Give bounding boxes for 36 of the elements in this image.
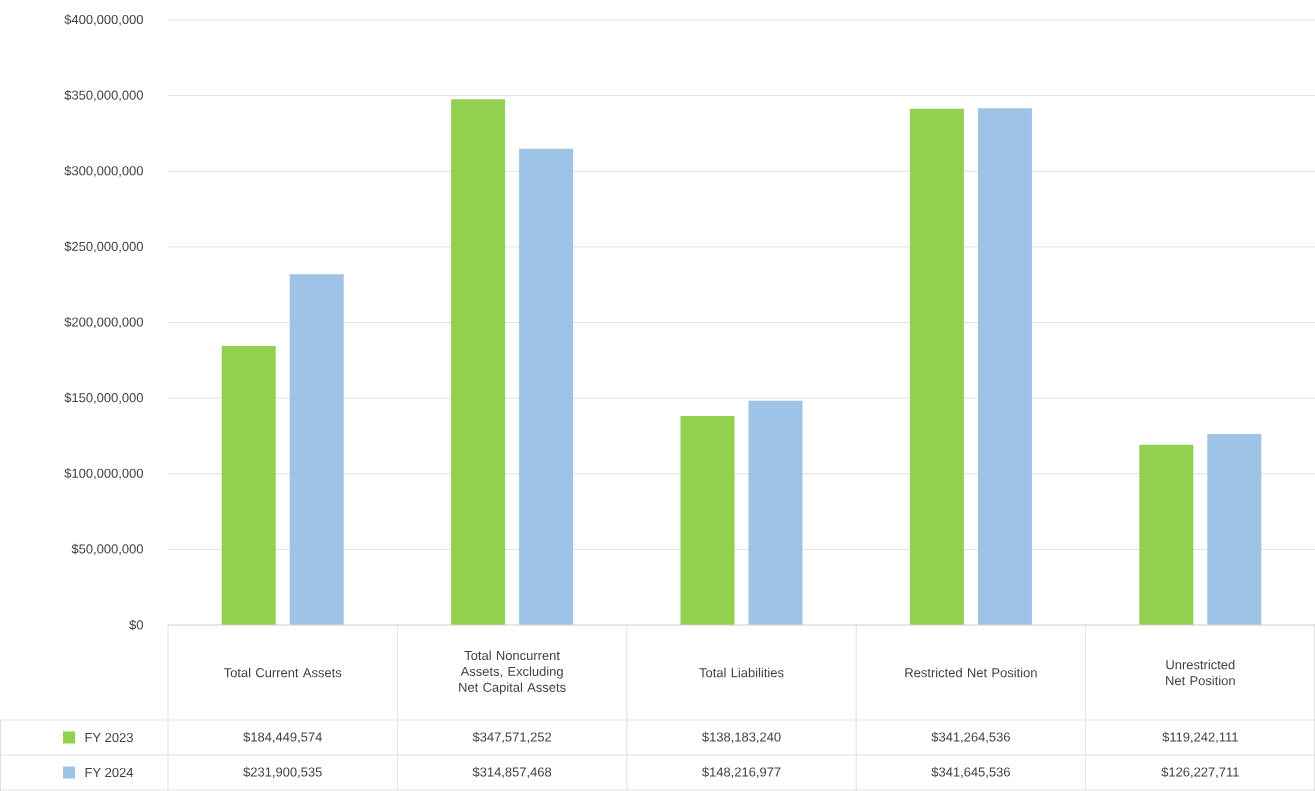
bar (519, 148, 574, 625)
bar (221, 346, 276, 625)
y-tick-label: $200,000,000 (64, 316, 143, 329)
y-tick-label: $350,000,000 (64, 89, 143, 102)
bar (977, 108, 1032, 625)
data-label: $231,900,535 (243, 766, 322, 779)
data-label: $148,216,977 (702, 766, 781, 779)
data-label: $126,227,711 (1161, 766, 1239, 779)
bar (451, 99, 506, 625)
x-tick-label: Total Liabilities (699, 667, 784, 678)
bar (748, 400, 803, 625)
data-label: $119,242,111 (1162, 731, 1238, 744)
x-tick-label: Unrestricted Net Position (1166, 659, 1235, 686)
x-tick-label: Total Current Assets (223, 667, 342, 678)
y-tick-label: $0 (129, 619, 143, 631)
bar (680, 415, 735, 625)
y-tick-label: $300,000,000 (64, 165, 143, 177)
x-tick-label: Restricted Net Position (905, 667, 1037, 678)
data-label: $314,857,468 (472, 766, 552, 779)
bar (1139, 444, 1194, 625)
y-tick-label: $100,000,000 (64, 468, 143, 480)
x-tick-label: Total Noncurrent Assets, Excluding Net Capital Assets (459, 650, 566, 695)
bar (1207, 434, 1262, 625)
y-tick-label: $150,000,000 (64, 392, 143, 404)
data-label: $341,645,536 (931, 766, 1010, 779)
data-label: $138,183,240 (702, 731, 781, 744)
bar (289, 274, 344, 625)
y-tick-label: $400,000,000 (64, 14, 143, 26)
y-tick-label: $50,000,000 (71, 543, 143, 555)
data-label: $347,571,252 (472, 731, 552, 744)
legend-label: FY 2023 (85, 732, 133, 743)
legend-label: FY 2024 (85, 767, 134, 778)
y-tick-label: $250,000,000 (64, 241, 143, 253)
data-label: $341,264,536 (931, 731, 1010, 744)
data-label: $184,449,574 (243, 731, 322, 744)
bar (909, 108, 964, 625)
